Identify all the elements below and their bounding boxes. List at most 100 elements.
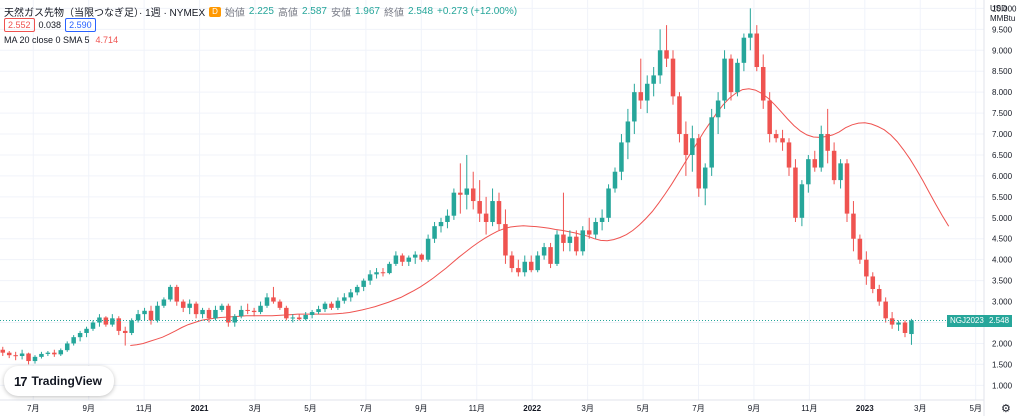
candle-body (619, 142, 624, 172)
candle-body (483, 213, 489, 222)
candle-body (793, 167, 798, 218)
candle-body (342, 297, 347, 301)
time-tick-label: 5月 (637, 404, 649, 413)
candle-body (509, 255, 515, 269)
candle-body (806, 159, 811, 185)
candle-body (213, 309, 218, 319)
ma-line (130, 88, 950, 346)
spread-value: 0.038 (38, 20, 62, 30)
price-tick-label: 9.000 (992, 46, 1013, 55)
time-axis[interactable]: 7月 9月 11月 2021 3月 5月 7月 9月 11月 2022 3月 5月 7月 9月 11月 202… (27, 404, 982, 413)
candle-body (896, 322, 901, 325)
indicator-legend[interactable]: MA 20 close 0 SMA 5 4.714 (4, 35, 118, 45)
sell-button[interactable]: 2.552 (4, 18, 35, 32)
price-tick-label: 8.000 (992, 88, 1013, 97)
candle-body (567, 236, 573, 243)
candle-body (309, 312, 315, 315)
candle-body (451, 192, 457, 216)
candle-body (77, 332, 83, 338)
candle-body (889, 318, 895, 325)
candle-body (64, 343, 70, 351)
candle-body (58, 350, 64, 355)
time-tick-label: 9月 (82, 404, 94, 413)
candle-body (715, 100, 721, 118)
ma-polyline (130, 88, 950, 346)
price-tick-label: 7.500 (992, 109, 1013, 118)
candle-body (32, 356, 38, 362)
candle-body (702, 167, 708, 189)
candle-body (161, 299, 167, 306)
candle-body (354, 286, 360, 293)
unit-measure: MMBtu (990, 14, 1016, 23)
close-value: 2.548 (408, 6, 434, 17)
candle-body (522, 261, 528, 273)
candle-body (219, 305, 225, 310)
high-label: 高値 (277, 8, 298, 19)
candle-body (39, 353, 44, 357)
candle-body (103, 317, 109, 325)
candle-body (110, 318, 115, 325)
high-value: 2.587 (301, 6, 327, 17)
candle-body (709, 117, 714, 168)
candle-body (432, 226, 437, 239)
close-label: 終値 (384, 8, 404, 19)
low-value: 1.967 (354, 6, 380, 17)
candle-body (561, 234, 566, 243)
time-tick-label: 7月 (692, 404, 704, 413)
candle-body (870, 276, 876, 290)
logo-text: TradingView (31, 374, 102, 388)
candle-body (271, 297, 276, 302)
candle-body (580, 230, 586, 252)
legend-header: 天然ガス先物（当限つなぎ足）· 1週 · NYMEX D 始値 2.225 高値 2… (4, 4, 517, 19)
candle-body (116, 318, 122, 331)
candle-body (193, 303, 199, 315)
candle-body (180, 301, 186, 308)
candle-body (45, 352, 51, 354)
candle-body (303, 314, 308, 320)
time-tick-label: 9月 (415, 404, 427, 413)
candle-body (335, 300, 341, 308)
ma-label: MA 20 close 0 SMA 5 (4, 35, 90, 45)
candle-body (135, 314, 141, 321)
buy-button[interactable]: 2.590 (65, 18, 96, 32)
candle-body (773, 134, 779, 139)
candle-body (445, 215, 450, 222)
candle-body (284, 307, 289, 319)
candle-body (90, 322, 96, 329)
candle-body (528, 261, 534, 271)
symbol-price-tag: NGJ2023 (947, 314, 987, 327)
price-axis[interactable]: 1.0001.5002.0002.5003.0003.5004.0004.500… (992, 4, 1017, 390)
candle-body (632, 92, 637, 122)
price-tick-label: 9.500 (992, 25, 1013, 34)
open-value: 2.225 (248, 6, 274, 17)
candle-body (831, 150, 837, 181)
candle-body (825, 134, 830, 151)
symbol-title[interactable]: 天然ガス先物（当限つなぎ足）· 1週 · NYMEX (4, 8, 206, 19)
candle-body (857, 238, 863, 260)
candle-body (264, 297, 270, 306)
candle-body (438, 221, 444, 227)
candle-body (367, 274, 373, 281)
tv-logo-icon: 17 (14, 373, 28, 389)
candle-body (786, 142, 792, 168)
price-tick-label: 6.500 (992, 151, 1013, 160)
candle-body (883, 301, 888, 319)
candle-body (554, 234, 560, 264)
candle-body (71, 337, 76, 344)
candle-body (155, 305, 160, 321)
candle-body (748, 33, 753, 38)
open-label: 始値 (224, 8, 245, 19)
gear-icon[interactable]: ⚙ (1001, 403, 1011, 415)
time-tick-label: 9月 (748, 404, 760, 413)
price-tick-label: 6.000 (992, 172, 1013, 181)
time-tick-label: 7月 (360, 404, 372, 413)
tradingview-logo[interactable]: 17 TradingView (4, 366, 114, 396)
candle-body (316, 309, 321, 313)
candle-body (651, 75, 656, 84)
price-tick-label: 4.500 (992, 235, 1013, 244)
candle-body (425, 238, 431, 260)
candle-body (470, 188, 476, 202)
candle-body (6, 352, 12, 356)
candle-body (780, 138, 785, 143)
